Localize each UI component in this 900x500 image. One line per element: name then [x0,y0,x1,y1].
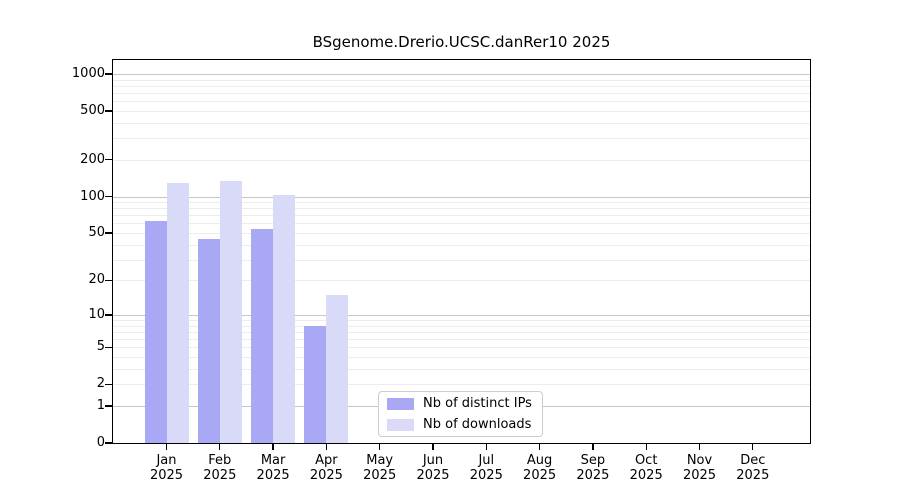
y-tick-label: 20 [88,272,105,288]
y-tick-mark [105,195,112,198]
y-tick-mark [105,346,112,348]
y-tick-mark [105,383,112,385]
downloads-swatch-icon [387,418,414,431]
y-tick-label: 5 [96,339,105,355]
x-tick-label-jul: Jul 2025 [469,453,503,483]
bar-distinct-ips [304,325,327,443]
y-tick-mark [105,279,112,282]
x-tick-mark [219,444,221,450]
y-tick-mark [105,232,112,234]
x-tick-mark [379,444,381,450]
gridline-minor [113,138,810,140]
bar-downloads [166,182,189,443]
x-tick-label-dec: Dec 2025 [736,453,770,483]
bar-distinct-ips [197,238,220,443]
y-tick-mark [105,159,112,161]
y-tick-label: 200 [80,151,105,167]
gridline-minor [113,339,810,341]
gridline-minor [113,357,810,359]
bar-downloads [273,194,296,443]
gridline-minor [113,259,810,261]
bar-distinct-ips [144,220,167,443]
gridline-major [113,196,810,198]
x-tick-mark [272,444,274,450]
x-tick-mark [698,444,701,450]
legend-label-downloads: Nb of downloads [423,417,532,432]
y-tick-label: 100 [80,188,105,204]
gridline-minor [113,384,810,386]
y-tick-label: 10 [88,306,105,322]
legend-label-distinct-ips: Nb of distinct IPs [423,396,532,411]
x-tick-mark [752,444,754,450]
y-tick-label: 500 [80,102,105,118]
gridline-minor [113,347,810,349]
gridline-major [113,314,810,316]
bar-distinct-ips [251,228,274,443]
gridline-minor [113,101,810,103]
y-tick-label: 1 [96,397,105,413]
legend: Nb of distinct IPs Nb of downloads [378,391,543,437]
gridline-minor [113,368,810,370]
x-tick-mark [325,444,328,450]
y-tick-mark [105,314,112,316]
gridline-minor [113,232,810,234]
x-tick-mark [592,444,594,450]
gridline-minor [113,331,810,333]
gridline-minor [113,110,810,112]
x-tick-label-sep: Sep 2025 [576,453,610,483]
gridline-minor [113,79,810,81]
gridline-minor [113,122,810,124]
gridline-minor [113,202,810,204]
legend-row-downloads: Nb of downloads [379,416,542,434]
x-tick-label-apr: Apr 2025 [309,453,343,483]
gridline-minor [113,85,810,87]
x-tick-label-jun: Jun 2025 [416,453,450,483]
gridline-minor [113,223,810,225]
plot-bars [113,60,810,443]
x-tick-label-feb: Feb 2025 [203,453,237,483]
plot-gridlines [113,60,810,443]
x-tick-label-mar: Mar 2025 [256,453,290,483]
gridline-major [113,74,810,75]
y-tick-mark [105,442,112,444]
bar-downloads [326,294,349,443]
gridline-minor [113,320,810,322]
x-tick-label-aug: Aug 2025 [523,453,557,483]
chart-title: BSgenome.Drerio.UCSC.danRer10 2025 [312,33,611,51]
x-tick-mark [645,444,647,450]
gridline-minor [113,93,810,95]
x-tick-mark [165,444,168,450]
y-tick-mark [105,73,112,75]
x-tick-label-may: May 2025 [363,453,397,483]
distinct-ips-swatch-icon [387,397,414,410]
x-tick-mark [432,444,434,450]
gridline-minor [113,208,810,210]
bar-downloads [219,180,242,443]
x-tick-label-jan: Jan 2025 [149,453,184,483]
y-tick-mark [105,405,112,407]
gridline-minor [113,244,810,246]
legend-row-distinct-ips: Nb of distinct IPs [379,395,542,413]
x-tick-mark [485,444,487,450]
x-tick-label-nov: Nov 2025 [682,453,717,483]
y-tick-label: 0 [96,435,105,450]
y-tick-label: 2 [96,376,105,392]
gridline-minor [113,280,810,282]
x-tick-label-oct: Oct 2025 [629,453,663,483]
gridline-minor [113,159,810,161]
x-tick-mark [538,444,541,450]
y-tick-mark [105,110,112,112]
gridline-minor [113,215,810,217]
y-tick-label: 50 [88,224,105,240]
gridline-minor [113,325,810,327]
y-tick-label: 1000 [71,66,105,81]
